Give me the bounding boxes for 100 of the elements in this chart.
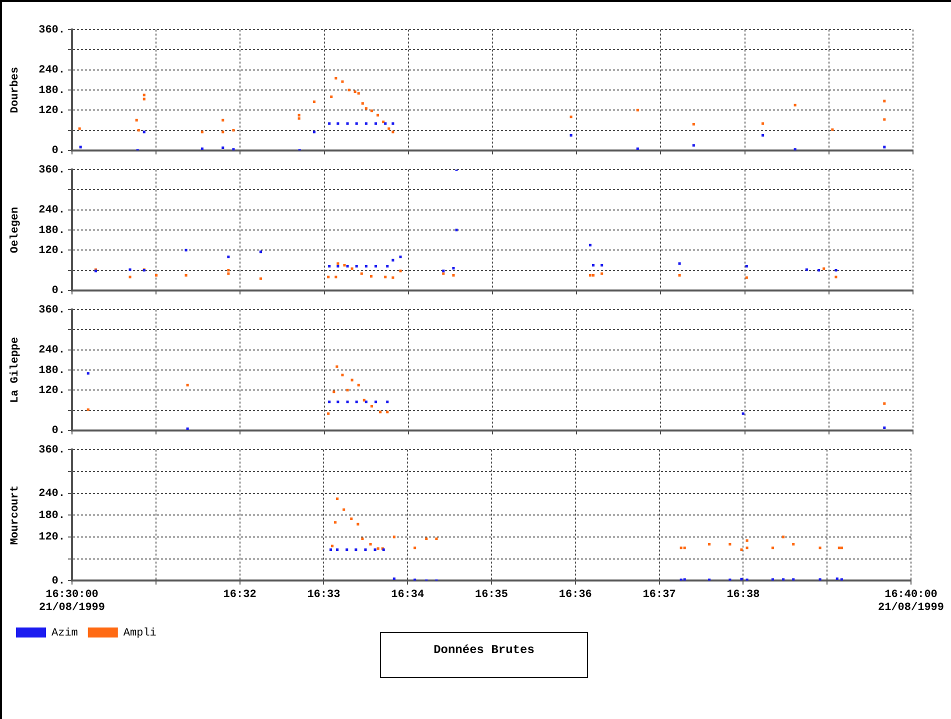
- point: [386, 410, 389, 414]
- point: [361, 102, 364, 105]
- point: [184, 274, 188, 277]
- x-tick-label: 16:36: [558, 588, 592, 601]
- point: [570, 116, 572, 118]
- y-axis-title: Dourbes: [9, 66, 22, 114]
- point: [792, 578, 795, 581]
- point: [222, 130, 224, 134]
- point: [336, 122, 340, 125]
- point: [392, 258, 394, 262]
- point: [312, 130, 316, 134]
- point: [346, 548, 348, 551]
- x-tick-label: 16:37: [642, 588, 676, 601]
- point: [425, 537, 428, 540]
- point: [836, 578, 838, 580]
- point: [374, 548, 376, 551]
- point: [346, 388, 349, 392]
- point: [184, 248, 188, 252]
- point: [369, 542, 372, 546]
- point: [600, 272, 604, 275]
- point: [350, 378, 354, 382]
- point: [350, 517, 353, 520]
- y-tick-label: 240.: [38, 344, 65, 357]
- point: [374, 264, 378, 268]
- point: [818, 578, 822, 581]
- point: [392, 578, 396, 580]
- point: [355, 122, 358, 125]
- point: [227, 272, 230, 275]
- point: [771, 578, 774, 581]
- y-tick-label: 120.: [38, 384, 65, 397]
- point: [135, 118, 138, 122]
- point: [355, 264, 358, 268]
- x-tick-label: 16:40:00 21/08/1999: [878, 588, 944, 614]
- point: [341, 374, 344, 376]
- x-tick-label: 16:30:00 21/08/1999: [38, 588, 106, 614]
- y-tick-label: 360.: [38, 24, 65, 36]
- point: [222, 118, 224, 122]
- y-axis-title: Mourcourt: [9, 485, 22, 545]
- point: [336, 264, 340, 268]
- point: [336, 548, 339, 551]
- y-tick-label: 360.: [38, 444, 65, 456]
- point: [364, 264, 368, 268]
- y-tick-label: 360.: [38, 304, 65, 316]
- y-tick-label: 240.: [38, 64, 65, 77]
- point: [838, 546, 840, 550]
- legend-label: Ampli: [123, 627, 157, 640]
- point: [200, 147, 204, 150]
- point: [354, 548, 358, 551]
- point: [356, 522, 360, 526]
- point: [376, 547, 380, 550]
- point: [374, 400, 378, 404]
- point: [360, 272, 363, 275]
- point: [452, 274, 455, 277]
- point: [392, 130, 394, 134]
- point: [336, 497, 339, 500]
- point: [834, 276, 838, 278]
- point: [330, 544, 334, 548]
- point: [883, 146, 886, 148]
- point: [592, 264, 595, 267]
- point: [678, 274, 681, 277]
- point: [782, 536, 785, 538]
- point: [771, 546, 774, 550]
- point: [355, 400, 358, 404]
- point: [350, 267, 354, 270]
- y-axis-title: La Gileppe: [9, 336, 22, 404]
- point: [346, 122, 349, 125]
- point: [78, 127, 81, 130]
- point: [137, 128, 140, 132]
- y-tick-label: 120.: [38, 104, 65, 117]
- x-tick-label: 16:32: [223, 588, 256, 601]
- point: [740, 548, 743, 551]
- point: [822, 267, 826, 270]
- point: [154, 274, 158, 277]
- point: [805, 268, 808, 271]
- point: [334, 76, 338, 80]
- point: [762, 134, 764, 137]
- point: [364, 122, 368, 125]
- point: [762, 122, 764, 125]
- point: [883, 426, 886, 429]
- point: [831, 128, 834, 131]
- x-tick-label: 16:33: [307, 588, 341, 601]
- y-tick-label: 240.: [38, 204, 65, 217]
- point: [376, 114, 380, 116]
- point: [746, 546, 748, 550]
- point: [740, 578, 743, 580]
- point: [330, 95, 333, 98]
- point: [680, 546, 682, 550]
- point: [745, 276, 748, 279]
- point: [200, 130, 204, 134]
- point: [336, 365, 338, 368]
- point: [336, 262, 340, 265]
- point: [142, 130, 146, 134]
- point: [259, 277, 262, 280]
- y-tick-label: 120.: [38, 532, 65, 544]
- y-tick-label: 180.: [38, 510, 65, 522]
- point: [883, 118, 886, 121]
- point: [452, 266, 455, 270]
- point: [442, 270, 445, 272]
- point: [348, 88, 350, 92]
- point: [840, 546, 843, 550]
